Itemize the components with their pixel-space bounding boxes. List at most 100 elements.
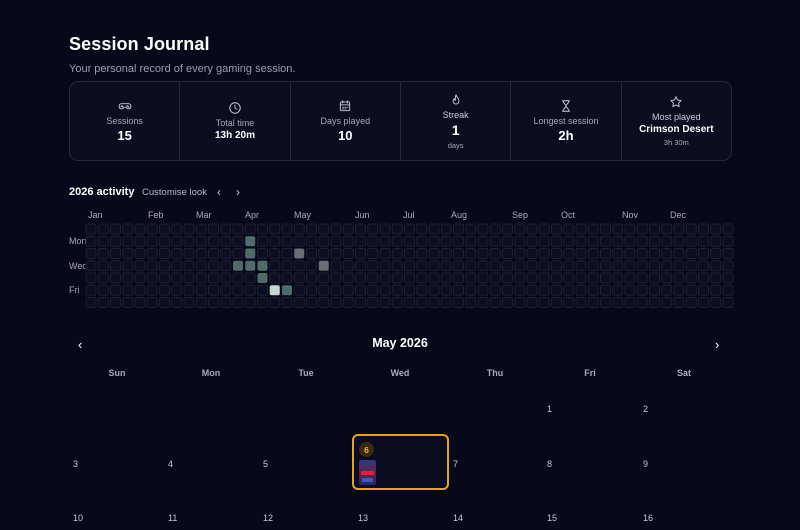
heatmap-cell[interactable] bbox=[110, 272, 121, 284]
heatmap-cell[interactable] bbox=[551, 223, 562, 235]
heatmap-cell[interactable] bbox=[698, 284, 709, 296]
heatmap-cell[interactable] bbox=[110, 223, 121, 235]
heatmap-cell[interactable] bbox=[563, 223, 575, 235]
heatmap-cell[interactable] bbox=[355, 248, 366, 259]
heatmap-cell[interactable] bbox=[342, 260, 354, 272]
heatmap-cell[interactable] bbox=[110, 235, 121, 247]
heatmap-cell[interactable] bbox=[159, 248, 170, 259]
heatmap-cell[interactable] bbox=[244, 272, 256, 284]
heatmap-cell[interactable] bbox=[587, 223, 599, 235]
heatmap-cell[interactable] bbox=[575, 284, 587, 296]
heatmap-cell[interactable] bbox=[122, 235, 134, 247]
heatmap-cell[interactable] bbox=[526, 223, 538, 235]
heatmap-cell[interactable] bbox=[159, 223, 170, 235]
heatmap-cell[interactable] bbox=[122, 297, 134, 308]
heatmap-cell[interactable] bbox=[281, 260, 293, 272]
heatmap-cell[interactable] bbox=[673, 272, 685, 284]
heatmap-cell[interactable] bbox=[306, 272, 317, 284]
heatmap-cell[interactable] bbox=[428, 297, 440, 308]
heatmap-cell-active[interactable] bbox=[269, 285, 280, 296]
heatmap-cell[interactable] bbox=[575, 260, 587, 272]
calendar-day[interactable]: 7 bbox=[453, 459, 459, 469]
heatmap-cell[interactable] bbox=[514, 272, 526, 284]
heatmap-cell[interactable] bbox=[85, 297, 97, 308]
heatmap-cell[interactable] bbox=[465, 297, 477, 308]
heatmap-cell[interactable] bbox=[183, 297, 195, 308]
heatmap-cell[interactable] bbox=[220, 260, 232, 272]
heatmap-cell[interactable] bbox=[624, 297, 636, 308]
heatmap-cell-active[interactable] bbox=[245, 248, 256, 259]
heatmap-cell[interactable] bbox=[489, 297, 501, 308]
heatmap-cell[interactable] bbox=[698, 297, 709, 308]
heatmap-cell[interactable] bbox=[453, 260, 464, 272]
heatmap-cell[interactable] bbox=[269, 272, 281, 284]
heatmap-cell[interactable] bbox=[379, 248, 391, 259]
heatmap-cell[interactable] bbox=[146, 223, 158, 235]
heatmap-cell[interactable] bbox=[440, 272, 452, 284]
heatmap-cell[interactable] bbox=[440, 284, 452, 296]
heatmap-cell[interactable] bbox=[502, 284, 513, 296]
heatmap-cell[interactable] bbox=[575, 248, 587, 259]
heatmap-cell[interactable] bbox=[538, 272, 550, 284]
heatmap-cell[interactable] bbox=[97, 235, 109, 247]
heatmap-cell[interactable] bbox=[538, 235, 550, 247]
heatmap-cell[interactable] bbox=[685, 272, 697, 284]
heatmap-cell[interactable] bbox=[477, 297, 489, 308]
heatmap-cell[interactable] bbox=[489, 248, 501, 259]
heatmap-cell[interactable] bbox=[710, 235, 722, 247]
heatmap-cell[interactable] bbox=[159, 260, 170, 272]
heatmap-cell[interactable] bbox=[281, 272, 293, 284]
heatmap-cell[interactable] bbox=[244, 223, 256, 235]
heatmap-cell-active[interactable] bbox=[245, 236, 256, 247]
heatmap-cell[interactable] bbox=[453, 223, 464, 235]
heatmap-cell[interactable] bbox=[355, 235, 366, 247]
heatmap-cell[interactable] bbox=[624, 223, 636, 235]
heatmap-cell[interactable] bbox=[477, 223, 489, 235]
heatmap-cell[interactable] bbox=[649, 260, 660, 272]
heatmap-cell[interactable] bbox=[428, 248, 440, 259]
heatmap-cell[interactable] bbox=[502, 272, 513, 284]
heatmap-cell[interactable] bbox=[453, 297, 464, 308]
heatmap-cell-active[interactable] bbox=[257, 260, 268, 271]
heatmap-cell[interactable] bbox=[661, 272, 673, 284]
heatmap-cell[interactable] bbox=[722, 248, 734, 259]
heatmap-cell-active[interactable] bbox=[233, 260, 243, 271]
heatmap-cell[interactable] bbox=[134, 223, 146, 235]
heatmap-cell[interactable] bbox=[465, 248, 477, 259]
heatmap-cell[interactable] bbox=[416, 284, 428, 296]
heatmap-cell[interactable] bbox=[306, 260, 317, 272]
heatmap-cell[interactable] bbox=[710, 223, 722, 235]
heatmap-cell[interactable] bbox=[195, 272, 207, 284]
heatmap-cell[interactable] bbox=[563, 284, 575, 296]
heatmap-cell[interactable] bbox=[318, 235, 330, 247]
heatmap-cell[interactable] bbox=[257, 284, 268, 296]
heatmap-cell[interactable] bbox=[698, 223, 709, 235]
heatmap-cell[interactable] bbox=[220, 235, 232, 247]
heatmap-cell[interactable] bbox=[575, 272, 587, 284]
calendar-day[interactable]: 11 bbox=[168, 513, 178, 523]
heatmap-cell[interactable] bbox=[110, 297, 121, 308]
heatmap-cell[interactable] bbox=[600, 272, 611, 284]
heatmap-cell[interactable] bbox=[600, 284, 611, 296]
heatmap-cell[interactable] bbox=[636, 297, 648, 308]
heatmap-cell[interactable] bbox=[416, 272, 428, 284]
heatmap-cell[interactable] bbox=[649, 235, 660, 247]
heatmap-cell[interactable] bbox=[612, 248, 624, 259]
heatmap-cell[interactable] bbox=[391, 272, 403, 284]
heatmap-cell[interactable] bbox=[195, 284, 207, 296]
heatmap-cell[interactable] bbox=[183, 272, 195, 284]
heatmap-cell[interactable] bbox=[391, 223, 403, 235]
heatmap-cell[interactable] bbox=[306, 248, 317, 259]
heatmap-cell[interactable] bbox=[195, 297, 207, 308]
heatmap-cell[interactable] bbox=[477, 260, 489, 272]
heatmap-cell[interactable] bbox=[698, 248, 709, 259]
heatmap-cell[interactable] bbox=[208, 223, 219, 235]
heatmap-cell[interactable] bbox=[367, 248, 379, 259]
heatmap-cell[interactable] bbox=[710, 248, 722, 259]
heatmap-cell[interactable] bbox=[281, 223, 293, 235]
heatmap-cell[interactable] bbox=[612, 272, 624, 284]
heatmap-cell[interactable] bbox=[122, 223, 134, 235]
heatmap-cell[interactable] bbox=[661, 297, 673, 308]
heatmap-cell[interactable] bbox=[710, 272, 722, 284]
heatmap-cell[interactable] bbox=[404, 235, 415, 247]
